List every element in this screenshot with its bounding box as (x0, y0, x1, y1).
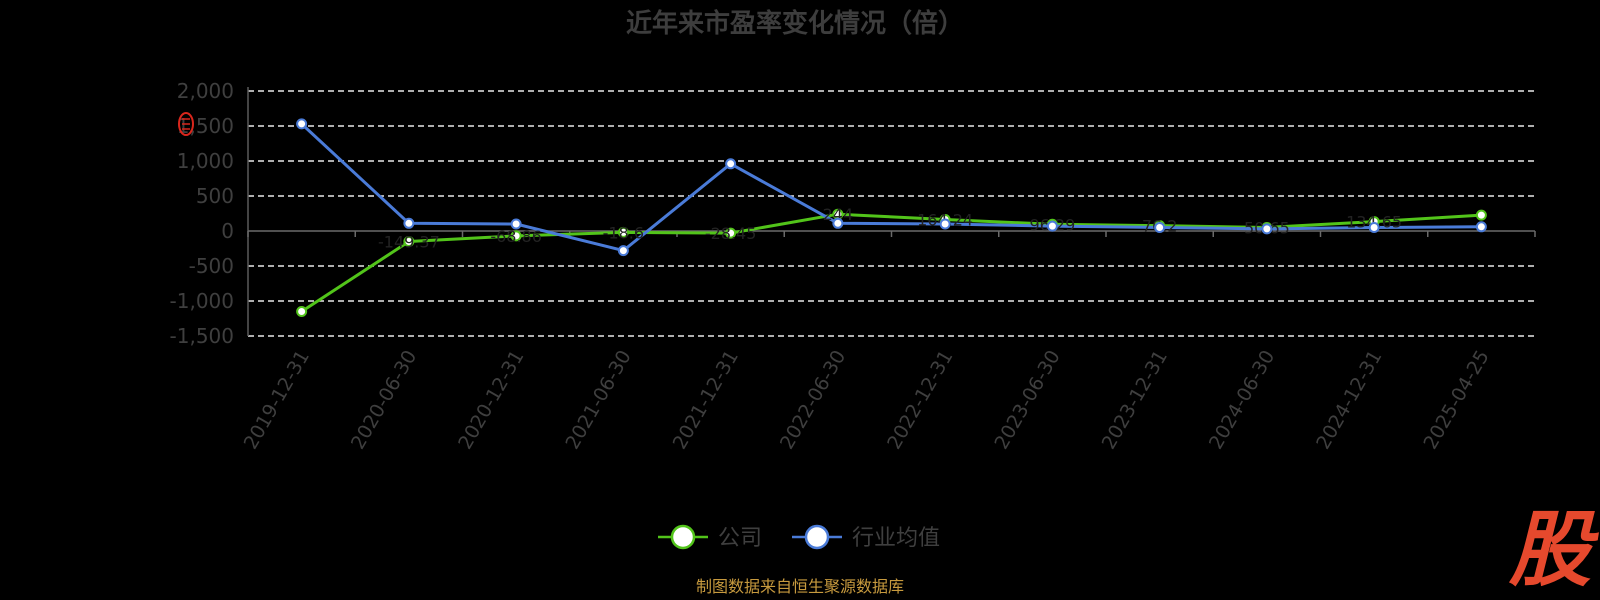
x-tick-label: 2024-12-31 (1312, 347, 1386, 454)
data-point[interactable] (939, 218, 951, 230)
data-point[interactable] (725, 158, 737, 170)
x-tick-label: 2022-06-30 (776, 347, 850, 454)
data-point[interactable] (1475, 221, 1487, 233)
series-line (300, 122, 1482, 253)
data-label: -18.6 (603, 223, 644, 242)
data-label: -149.37 (378, 233, 440, 252)
x-tick-label: 2022-12-31 (883, 347, 957, 454)
data-point[interactable] (1154, 222, 1166, 233)
data-point[interactable] (1046, 220, 1058, 232)
grid-lines (247, 87, 1535, 337)
legend[interactable]: 公司 行业均值 (658, 524, 940, 551)
x-tick-label: 2025-04-25 (1419, 347, 1493, 454)
y-tick-label: 2,000 (177, 79, 234, 103)
legend-marker (670, 524, 696, 550)
series-lines: -149.37-68.86-18.6-28.45244164.2496.2976… (296, 118, 1487, 317)
legend-label[interactable]: 公司 (718, 526, 762, 551)
x-tick-label: 2020-06-30 (347, 347, 421, 454)
data-point[interactable] (1368, 222, 1380, 233)
y-tick-label: 0 (221, 219, 234, 243)
watermark-logo: 股 (1508, 503, 1599, 598)
data-point[interactable] (296, 118, 308, 130)
y-tick-label: -1,000 (170, 289, 234, 313)
x-tick-label: 2024-06-30 (1205, 347, 1279, 454)
series-line (300, 212, 1482, 313)
data-point[interactable] (1475, 209, 1487, 221)
y-tick-label: -1,500 (170, 324, 234, 348)
y-tick-label: 500 (196, 184, 234, 208)
x-tick-label: 2019-12-31 (240, 347, 314, 454)
y-tick-label: -500 (189, 254, 234, 278)
data-point[interactable] (617, 245, 629, 257)
x-tick-label: 2023-06-30 (990, 347, 1064, 454)
data-label: 244 (823, 205, 854, 224)
x-axis-ticks: 2019-12-31 2020-06-30 2020-12-31 2021-06-30… (240, 231, 1536, 454)
legend-marker (804, 524, 830, 550)
stamp-icon (178, 112, 194, 136)
chart-title: 近年来市盈率变化情况（倍） (626, 8, 964, 39)
data-point[interactable] (725, 227, 737, 239)
legend-label[interactable]: 行业均值 (852, 526, 940, 551)
x-tick-label: 2021-12-31 (669, 347, 743, 454)
x-tick-label: 2023-12-31 (1098, 347, 1172, 454)
data-label: -68.86 (490, 227, 542, 246)
data-point[interactable] (617, 226, 629, 238)
data-point[interactable] (510, 230, 522, 242)
data-point[interactable] (1261, 223, 1273, 235)
data-point[interactable] (403, 217, 415, 229)
x-tick-label: 2020-12-31 (454, 347, 528, 454)
data-point[interactable] (403, 236, 415, 247)
data-point[interactable] (296, 306, 308, 317)
data-label: -28.45 (705, 224, 757, 243)
data-point[interactable] (832, 217, 844, 229)
x-tick-label: 2021-06-30 (561, 347, 635, 454)
y-tick-label: 1,000 (177, 149, 234, 173)
data-point[interactable] (510, 218, 522, 230)
source-note: 制图数据来自恒生聚源数据库 (696, 577, 904, 596)
